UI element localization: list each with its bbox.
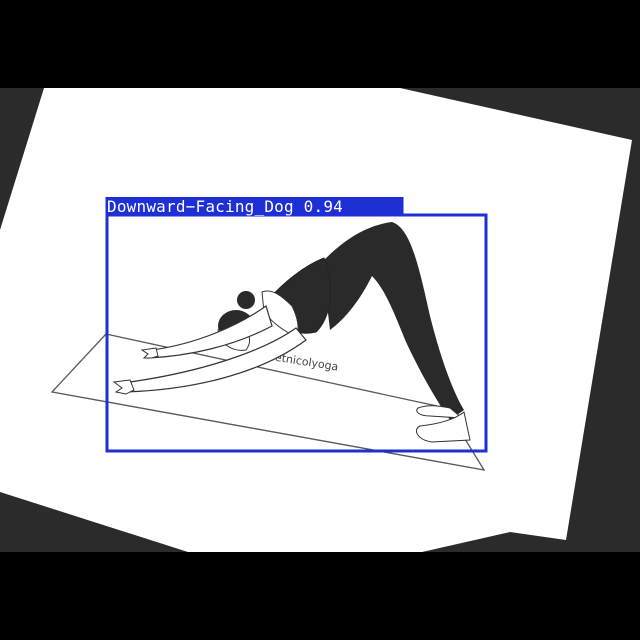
figure-legs <box>322 222 464 420</box>
yoga-figure <box>112 222 471 443</box>
letterbox-bottom <box>0 552 640 640</box>
figure-foot-back <box>416 405 464 419</box>
figure-hand-front <box>112 379 135 395</box>
figure-shoulder <box>261 290 299 337</box>
yoga-mat-edge <box>51 391 485 471</box>
figure-foot-front <box>416 411 471 443</box>
detection-label-background <box>105 197 404 215</box>
detection-label: Downward−Facing_Dog 0.94 <box>107 197 343 216</box>
figure-hair-bun <box>237 291 255 309</box>
figure-hand-back <box>140 347 159 359</box>
letterbox-top <box>0 0 640 88</box>
